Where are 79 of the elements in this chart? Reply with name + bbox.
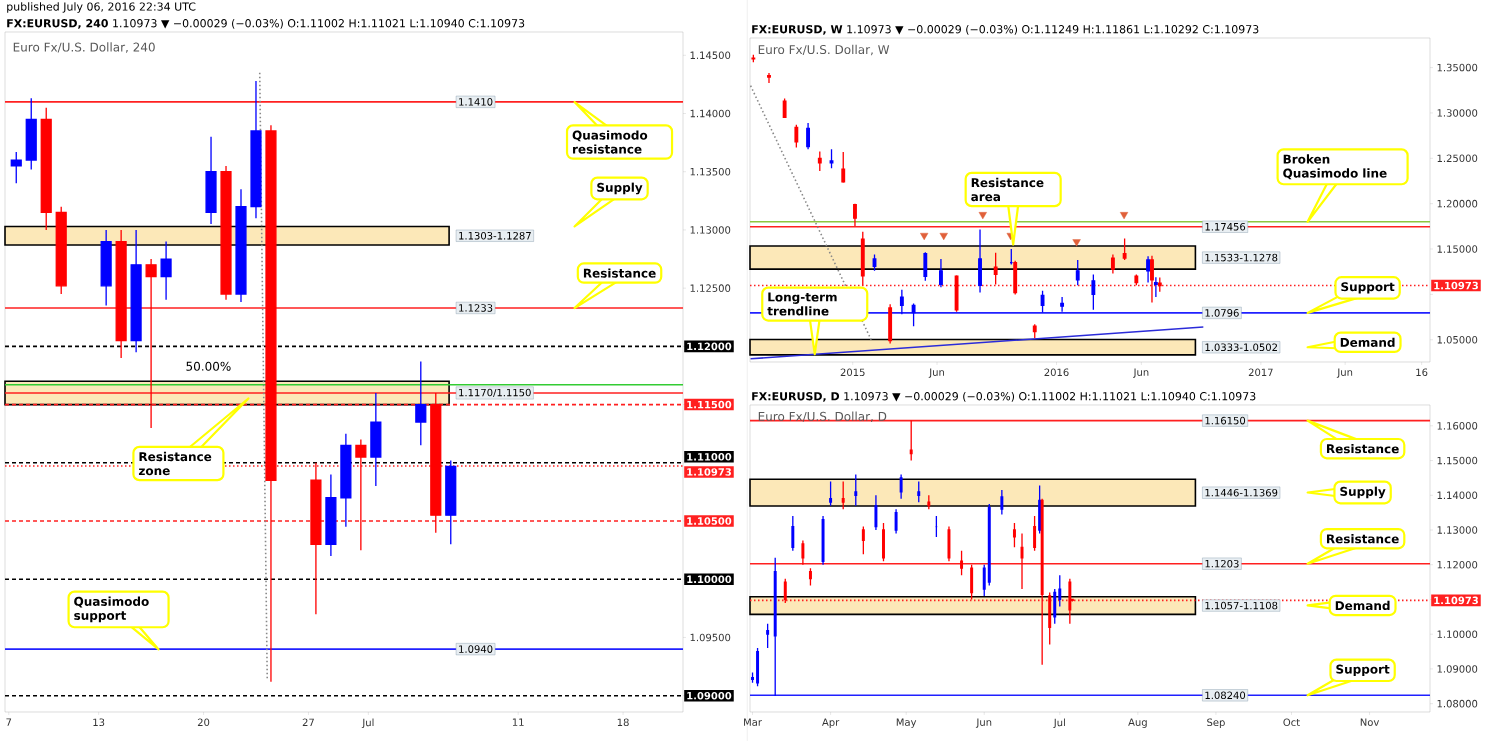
y-tick-label: 1.13000 <box>690 226 731 234</box>
chart-title: FX:EURUSD, D 1.10973 ▼ −0.00029 (−0.03%) O:1.11002 H:1.11021 L:1.10940 C:1.10973 <box>752 391 1256 402</box>
ref-line-label: 1.10973 <box>1434 281 1478 290</box>
x-tick-label: Jul <box>361 718 374 729</box>
x-tick-label: Sep <box>1207 718 1225 729</box>
y-tick-label: 1.25000 <box>1437 154 1478 163</box>
ref-line-label: 1.1203 <box>1205 559 1239 568</box>
y-tick-label: 1.13500 <box>690 167 731 176</box>
x-tick-label: 7 <box>6 718 12 726</box>
text: Euro Fx/U.S. Dollar, 240 <box>13 42 155 53</box>
band-label: 1.0333-1.0502 <box>1205 343 1277 352</box>
ref-line-label: 1.10973 <box>1434 596 1478 605</box>
y-tick-label: 1.10000 <box>1437 630 1478 638</box>
x-tick-label: 13 <box>93 718 105 727</box>
band-label: 1.1170/1.1150 <box>459 388 531 398</box>
x-tick-label: Jun <box>975 718 992 728</box>
ref-line-label: 1.0940 <box>459 645 493 653</box>
annotation: Quasimodo resistance <box>572 130 648 154</box>
chart-title: FX:EURUSD, W 1.10973 ▼ −0.00029 (−0.03%) O:1.11249 H:1.11861 L:1.10292 C:1.10973 <box>752 24 1259 35</box>
x-tick-label: Jun <box>1133 368 1149 378</box>
annotation: Broken Quasimodo line <box>1283 154 1387 180</box>
y-tick-label: 1.30000 <box>1437 109 1478 117</box>
ref-line-label: 1.11000 <box>687 453 732 461</box>
annotation: Resistance <box>583 268 656 278</box>
x-tick-label: 16 <box>1416 368 1428 377</box>
x-tick-label: 2015 <box>840 368 865 377</box>
x-tick-label: 2017 <box>1248 368 1273 377</box>
band-label: 1.1303-1.1287 <box>459 231 531 240</box>
annotation: Resistance <box>1327 444 1399 454</box>
ref-line-label: 1.16150 <box>1205 416 1246 425</box>
x-tick-label: Jun <box>928 368 944 378</box>
y-tick-label: 1.15000 <box>1437 456 1478 465</box>
x-tick-label: Apr <box>822 718 840 728</box>
ref-line-label: 1.17456 <box>1205 222 1246 231</box>
y-tick-label: 1.05000 <box>1437 335 1478 344</box>
annotation: Long-term trendline <box>767 292 837 316</box>
text: published July 06, 2016 22:34 UTC <box>7 2 196 13</box>
y-tick-label: 1.35000 <box>1437 63 1478 72</box>
x-tick-label: 18 <box>617 718 629 727</box>
y-tick-label: 1.09000 <box>1437 665 1478 673</box>
y-tick-label: 1.14000 <box>1437 491 1478 500</box>
y-tick-label: 1.12000 <box>1437 560 1478 569</box>
x-tick-label: May <box>896 718 917 728</box>
ref-line-label: 1.11500 <box>687 400 732 409</box>
ref-line-label: 1.0796 <box>1205 309 1239 317</box>
chart-subtitle: Euro Fx/U.S. Dollar, D <box>758 411 887 423</box>
text: Euro Fx/U.S. Dollar, W <box>758 44 890 56</box>
x-tick-label: Mar <box>744 718 762 726</box>
x-tick-label: Nov <box>1360 718 1380 726</box>
y-tick-label: 1.08000 <box>1437 699 1478 708</box>
annotation: Resistance area <box>971 177 1044 202</box>
y-tick-label: 1.14000 <box>690 109 731 118</box>
annotation: Resistance zone <box>138 451 212 476</box>
y-tick-label: 1.09500 <box>690 633 731 642</box>
y-tick-label: 1.12500 <box>690 284 731 292</box>
x-tick-label: Oct <box>1283 718 1300 727</box>
band-label: 1.1446-1.1369 <box>1205 488 1278 497</box>
ref-line-label: 1.10973 <box>687 468 731 476</box>
band-label: 1.1057-1.1108 <box>1205 601 1278 610</box>
ref-line-label: 1.08240 <box>1205 691 1246 700</box>
annotation: 50.00% <box>186 361 231 371</box>
ref-line-label: 1.1233 <box>459 304 493 312</box>
y-tick-label: 1.13000 <box>1437 526 1478 534</box>
y-tick-label: 1.14500 <box>690 51 731 60</box>
ref-line-label: 1.10500 <box>687 517 732 525</box>
y-tick-label: 1.15000 <box>1437 245 1478 253</box>
x-tick-label: Jun <box>1336 368 1353 378</box>
y-tick-label: 1.16000 <box>1437 422 1478 430</box>
x-tick-label: 20 <box>197 718 210 727</box>
band-label: 1.1533-1.1278 <box>1205 253 1278 262</box>
x-tick-label: 27 <box>302 718 314 726</box>
x-tick-label: Aug <box>1128 718 1147 728</box>
ref-line-label: 1.1410 <box>459 98 493 106</box>
y-tick-label: 1.20000 <box>1437 199 1478 208</box>
chart-title: FX:EURUSD, 240 1.10973 ▼ −0.00029 (−0.03%) O:1.11002 H:1.11021 L:1.10940 C:1.10973 <box>7 18 525 29</box>
x-tick-label: 2016 <box>1044 368 1069 377</box>
x-tick-label: 11 <box>512 718 524 726</box>
x-tick-label: Jul <box>1053 718 1065 729</box>
annotation: Supply <box>597 182 643 195</box>
